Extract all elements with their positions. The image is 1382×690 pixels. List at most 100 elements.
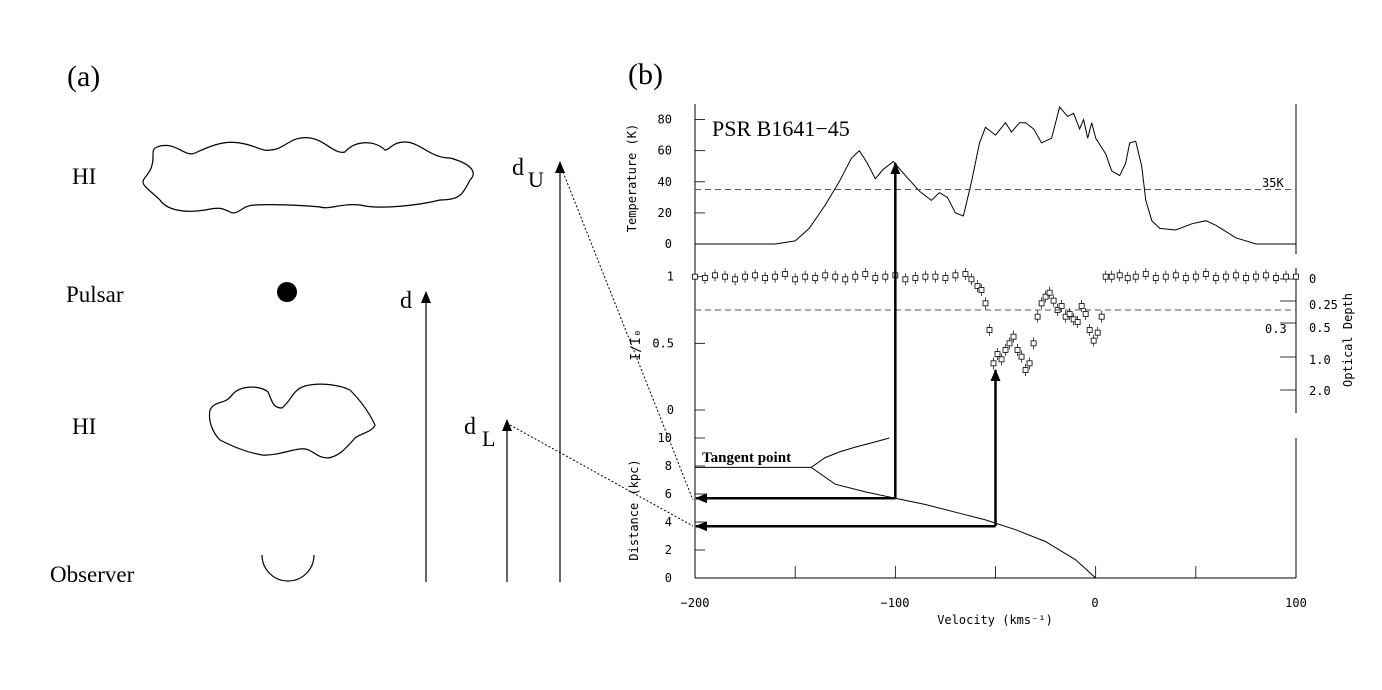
od-tick-0: 0 [1309, 272, 1316, 286]
y-tick-label: 0 [665, 571, 672, 585]
absorption-point [1006, 337, 1013, 350]
y-tick-label: 6 [665, 487, 672, 501]
absorption-point [762, 272, 769, 284]
absorption-point [712, 269, 718, 282]
od-tick-20: 2.0 [1309, 384, 1331, 398]
tangent-point-label: Tangent point [702, 450, 791, 466]
absorption-point [752, 269, 758, 282]
y-tick-label: 1 [667, 270, 674, 284]
absorption-point [1042, 290, 1049, 303]
absorption-point [1283, 270, 1289, 283]
absorption-point [1243, 272, 1249, 284]
y-tick-label: 40 [658, 175, 672, 189]
absorption-point [1002, 344, 1009, 356]
x-tick-100: 100 [1285, 596, 1307, 610]
hi-lower-label: HI [72, 414, 96, 439]
optical-depth-ticks: 0 0.25 0.5 1.0 2.0 0.3 [1265, 272, 1338, 398]
absorption-point [1090, 334, 1097, 347]
y-tick-label: 4 [665, 515, 672, 529]
absorption-point [722, 270, 728, 283]
absorption-point [974, 280, 981, 292]
absorption-point [692, 270, 698, 283]
absorption-point [1263, 269, 1269, 282]
absorption-point [782, 268, 789, 280]
absorption-point [1182, 272, 1189, 284]
y-tick-label: 60 [658, 144, 672, 158]
absorption-point [1202, 268, 1209, 280]
x-tick-m200: −200 [681, 596, 710, 610]
absorption-point [1152, 272, 1159, 284]
absorption-point [942, 272, 949, 284]
pulsar-label: Pulsar [66, 282, 124, 307]
absorption-point [1014, 344, 1021, 356]
dL-connector [509, 424, 694, 527]
absorption-point [812, 272, 819, 284]
rotation-curve-far [810, 437, 890, 468]
absorption-point [998, 353, 1005, 366]
absorption-point [802, 270, 809, 283]
absorption-point [1172, 269, 1179, 282]
absorption-point [1046, 286, 1053, 299]
panel-a-label: (a) [67, 60, 100, 93]
dU-connector [562, 171, 694, 501]
y-tick-label: 0 [667, 403, 674, 417]
absorption-point [1098, 310, 1105, 323]
absorption-point [1124, 272, 1131, 284]
absorption-point [1102, 270, 1109, 283]
absorption-point [982, 297, 989, 310]
temperature-axis-label: Temperature (K) [625, 124, 639, 232]
y-tick-label: 2 [665, 543, 672, 557]
absorption-point [912, 272, 919, 284]
pulsar-dot [277, 282, 297, 302]
velocity-axis-label: Velocity (kms⁻¹) [937, 613, 1053, 627]
absorption-point [1038, 297, 1045, 310]
absorption-point [1078, 300, 1085, 312]
absorption-point [792, 273, 799, 286]
x-tick-m100: −100 [881, 596, 910, 610]
absorption-point [1142, 268, 1149, 280]
absorption-point [842, 273, 849, 286]
absorption-point [1050, 294, 1057, 307]
od-extra-label: 0.3 [1265, 322, 1287, 336]
absorption-point [1162, 270, 1169, 283]
panel-b-label: (b) [628, 58, 663, 91]
x-tick-0: 0 [1091, 596, 1098, 610]
od-tick-05: 0.5 [1309, 321, 1331, 335]
absorption-point [822, 269, 829, 282]
distance-arrows [695, 162, 1001, 532]
absorption-point [1212, 272, 1219, 284]
absorption-point [902, 273, 909, 286]
absorption-point [1108, 270, 1115, 283]
y-tick-label: 10 [658, 431, 672, 445]
x-tick-labels: −200 −100 0 100 [681, 596, 1307, 610]
hi-cloud-lower [208, 383, 376, 459]
absorption-point [922, 270, 929, 283]
absorption-point [1034, 310, 1041, 323]
distance-axis-label: Distance (kpc) [627, 459, 641, 560]
absorption-point [978, 284, 985, 296]
pulsar-name: PSR B1641−45 [712, 116, 850, 141]
y-tick-label: 0 [665, 237, 672, 251]
d-label: d [400, 288, 412, 314]
od-tick-10: 1.0 [1309, 353, 1331, 367]
absorption-point [1022, 364, 1029, 376]
absorption-point [1094, 326, 1101, 339]
observer-label: Observer [50, 562, 135, 587]
intensity-axis-label: I/I₀ [629, 329, 644, 360]
absorption-point [1253, 270, 1259, 283]
absorption-point [1010, 330, 1017, 343]
absorption-point [990, 357, 997, 370]
od-tick-025: 0.25 [1309, 298, 1338, 312]
absorption-points [692, 268, 1299, 376]
absorption-point [852, 270, 859, 283]
absorption-point [932, 270, 939, 283]
absorption-point [882, 270, 889, 283]
observer-symbol [261, 554, 315, 582]
absorption-point [1116, 269, 1123, 282]
absorption-point [1018, 350, 1025, 363]
absorption-point [862, 268, 869, 280]
